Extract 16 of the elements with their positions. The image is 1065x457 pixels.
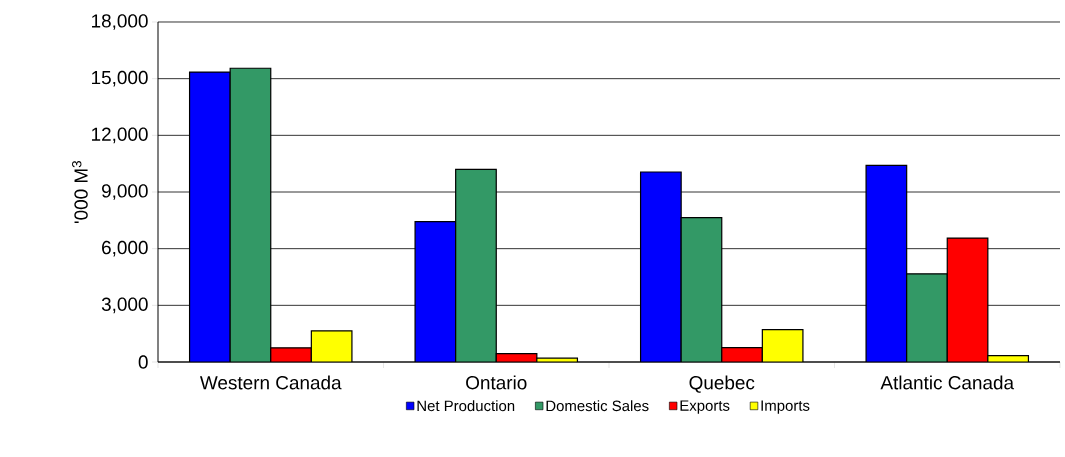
legend-label: Imports [761, 400, 810, 414]
y-tick-label: 3,000 [101, 297, 148, 314]
x-tick-label: Western Canada [199, 375, 342, 390]
y-axis-title: '000 M$^{3}$ [72, 161, 88, 224]
x-tick-label: Ontario [466, 375, 527, 390]
x-tick-label: Atlantic Canada [880, 375, 1015, 390]
y-tick-label: 12,000 [92, 127, 148, 144]
y-tick-label: 9,000 [102, 184, 148, 200]
x-tick-label: Quebec [689, 375, 755, 393]
y-tick-label: 18,000 [92, 14, 148, 30]
y-tick-label: 15,000 [92, 70, 148, 87]
legend-label: Domestic Sales [546, 400, 649, 412]
legend-label: Net Production [417, 400, 515, 412]
y-tick-label: 0 [138, 355, 148, 369]
legend-label: Exports [680, 400, 730, 414]
y-tick-label: 6,000 [102, 240, 148, 257]
